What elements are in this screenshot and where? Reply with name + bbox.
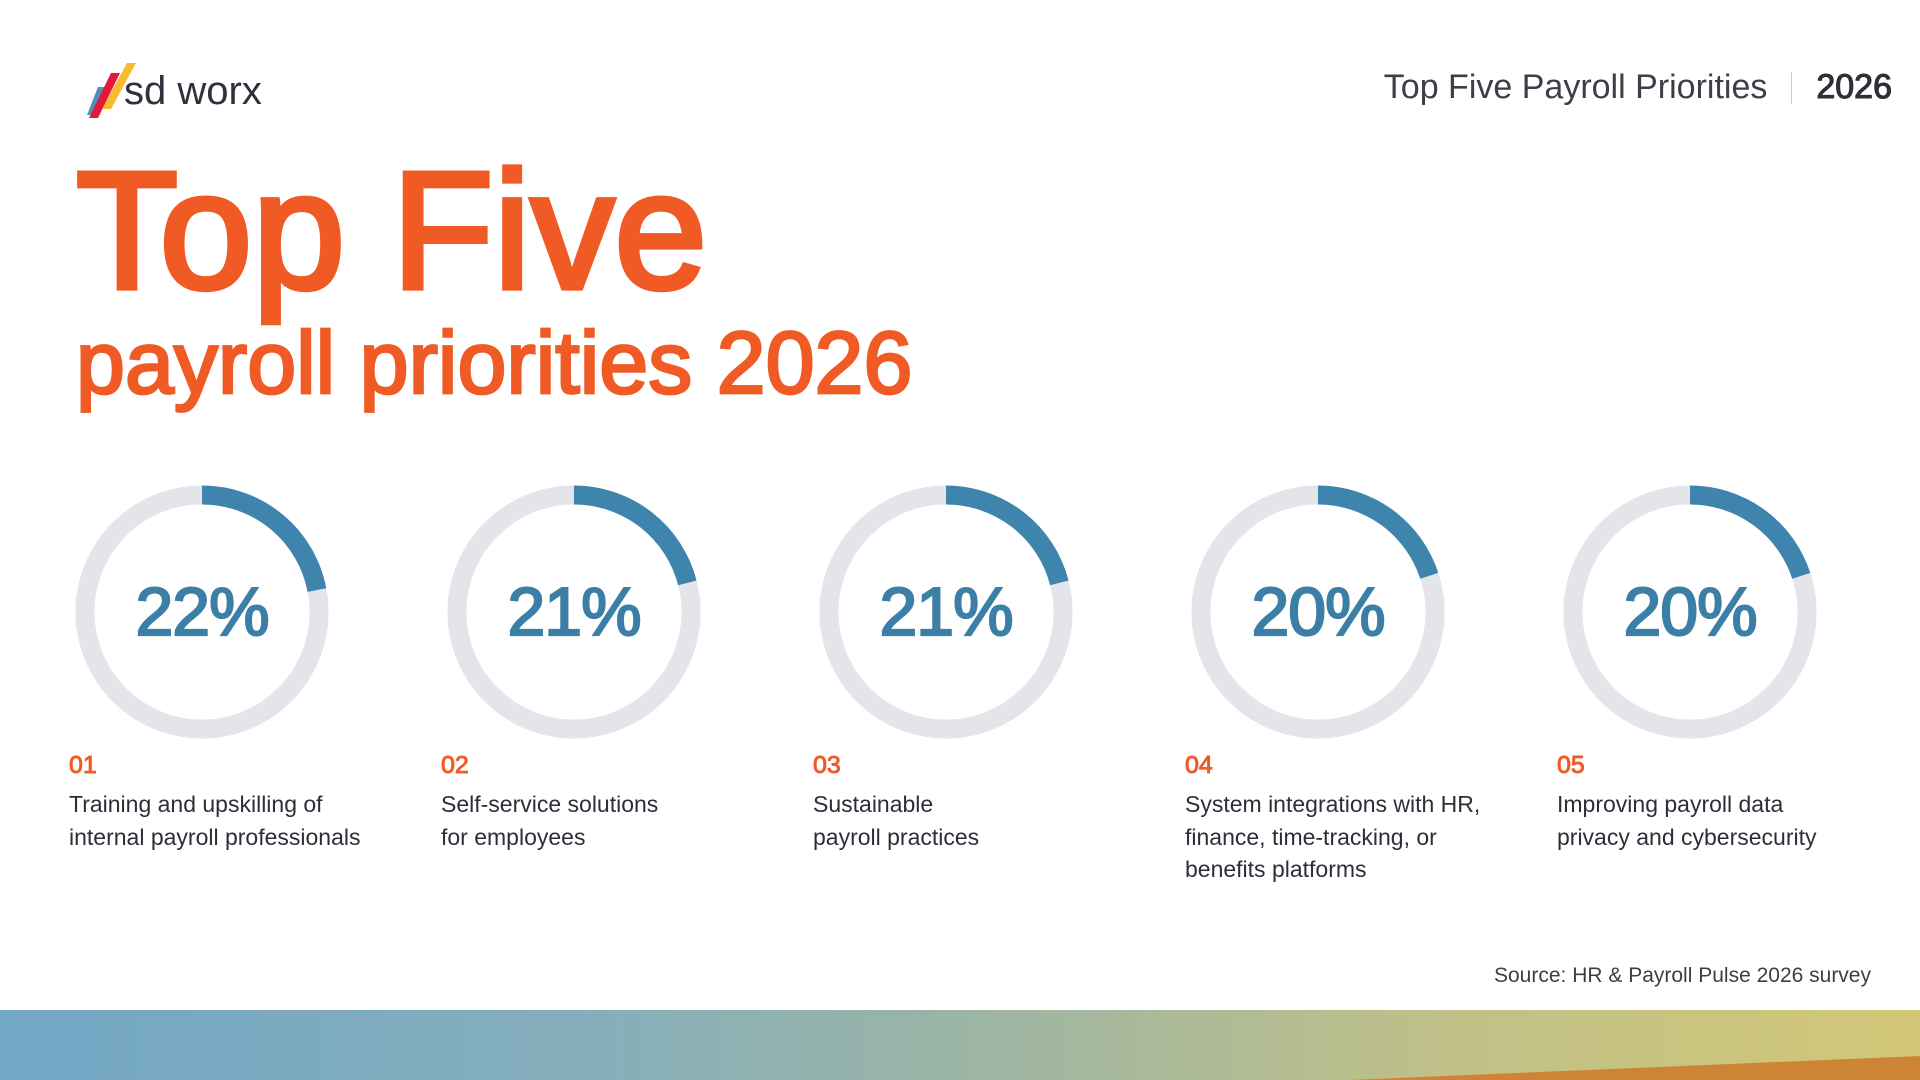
svg-text:sd worx: sd worx [124,69,262,113]
